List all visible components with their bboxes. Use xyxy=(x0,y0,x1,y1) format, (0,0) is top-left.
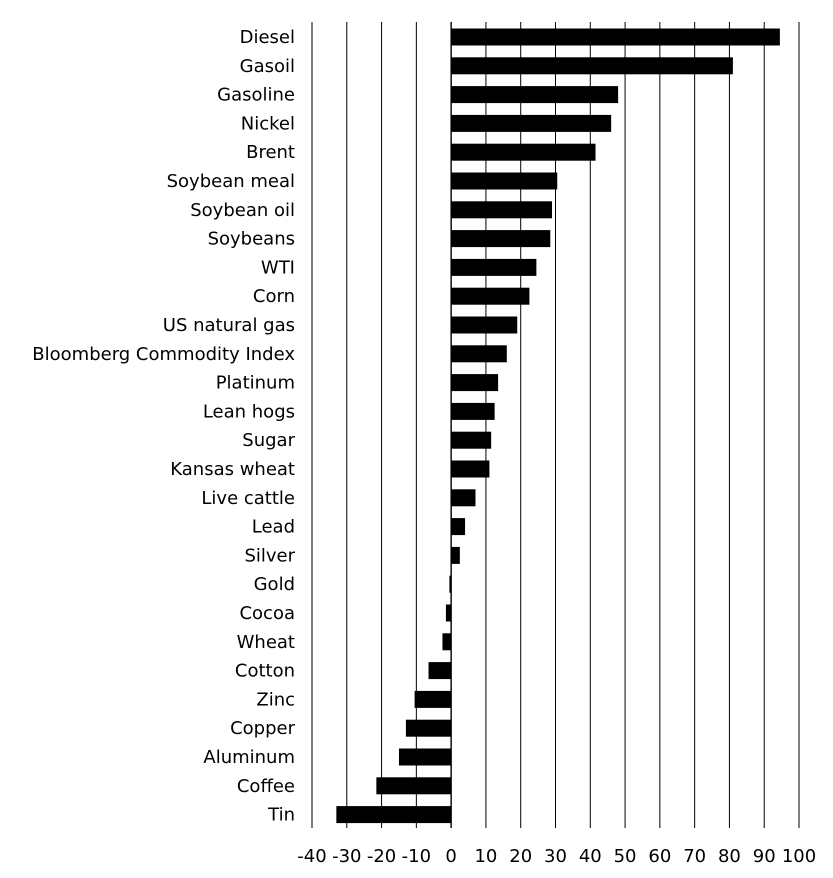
category-label: Aluminum xyxy=(203,747,295,768)
category-label: Platinum xyxy=(216,373,295,394)
category-label: Silver xyxy=(244,545,295,566)
x-tick-label: 90 xyxy=(753,846,776,867)
category-label: Copper xyxy=(230,718,296,739)
bar xyxy=(451,230,551,248)
bar xyxy=(442,633,452,651)
x-tick-labels: -40 -30 -20 -10 0 10 20 30 40 50 60 70 80 90 100 xyxy=(297,846,816,867)
x-tick-label: -30 xyxy=(332,846,361,867)
category-label: Soybean oil xyxy=(190,200,295,221)
category-label: Sugar xyxy=(242,430,295,451)
grid-lines xyxy=(311,22,800,828)
x-tick-label: 0 xyxy=(445,846,456,867)
bar xyxy=(451,431,492,449)
category-label: Cocoa xyxy=(239,603,295,624)
bar xyxy=(451,57,733,75)
bar xyxy=(451,201,553,219)
x-tick-label: 100 xyxy=(782,846,816,867)
category-label: Live cattle xyxy=(201,488,295,509)
bar xyxy=(451,86,619,104)
bar xyxy=(451,489,476,507)
category-label: Tin xyxy=(267,805,295,826)
category-label: Gasoline xyxy=(217,85,295,106)
bar xyxy=(428,662,452,680)
x-tick-label: 70 xyxy=(683,846,706,867)
bar xyxy=(451,518,466,536)
x-tick-label: 50 xyxy=(614,846,637,867)
bar xyxy=(451,28,780,46)
bar xyxy=(376,777,452,795)
category-label: Gold xyxy=(254,574,295,595)
category-label: Soybean meal xyxy=(167,171,295,192)
bar xyxy=(451,460,490,478)
category-label: Brent xyxy=(246,142,295,163)
x-tick-label: 80 xyxy=(718,846,741,867)
x-tick-label: 40 xyxy=(579,846,602,867)
x-tick-label: 30 xyxy=(544,846,567,867)
bar xyxy=(398,748,452,766)
category-label: Coffee xyxy=(237,776,295,797)
x-tick-label: 20 xyxy=(509,846,532,867)
bar xyxy=(336,806,452,824)
bar xyxy=(451,402,495,420)
bar xyxy=(451,546,460,564)
bar xyxy=(451,345,507,363)
category-label: Cotton xyxy=(235,661,295,682)
category-labels: Diesel Gasoil Gasoline Nickel Brent Soybean m… xyxy=(32,27,295,826)
bar xyxy=(405,719,452,737)
bar xyxy=(451,374,499,392)
category-label: Lean hogs xyxy=(203,401,295,422)
x-tick-label: 10 xyxy=(474,846,497,867)
category-label: WTI xyxy=(261,257,295,278)
bar xyxy=(414,690,452,708)
bar xyxy=(451,114,612,132)
category-label: Lead xyxy=(252,517,295,538)
x-tick-label: -40 xyxy=(297,846,326,867)
bar xyxy=(451,258,537,276)
bar xyxy=(451,143,596,161)
category-label: Zinc xyxy=(256,689,295,710)
category-label: US natural gas xyxy=(163,315,295,336)
x-tick-label: -10 xyxy=(402,846,431,867)
category-label: Gasoil xyxy=(240,56,295,77)
category-label: Bloomberg Commodity Index xyxy=(32,344,295,365)
category-label: Nickel xyxy=(241,113,295,134)
x-tick-label: -20 xyxy=(367,846,396,867)
category-label: Kansas wheat xyxy=(170,459,295,480)
category-label: Corn xyxy=(253,286,295,307)
category-label: Diesel xyxy=(240,27,295,48)
bars xyxy=(336,28,780,824)
bar xyxy=(445,604,452,622)
x-tick-label: 60 xyxy=(648,846,671,867)
bar xyxy=(451,172,558,190)
category-label: Soybeans xyxy=(208,229,295,250)
bar xyxy=(451,316,518,334)
bar xyxy=(451,287,530,305)
bar xyxy=(449,575,452,593)
category-label: Wheat xyxy=(237,632,295,653)
